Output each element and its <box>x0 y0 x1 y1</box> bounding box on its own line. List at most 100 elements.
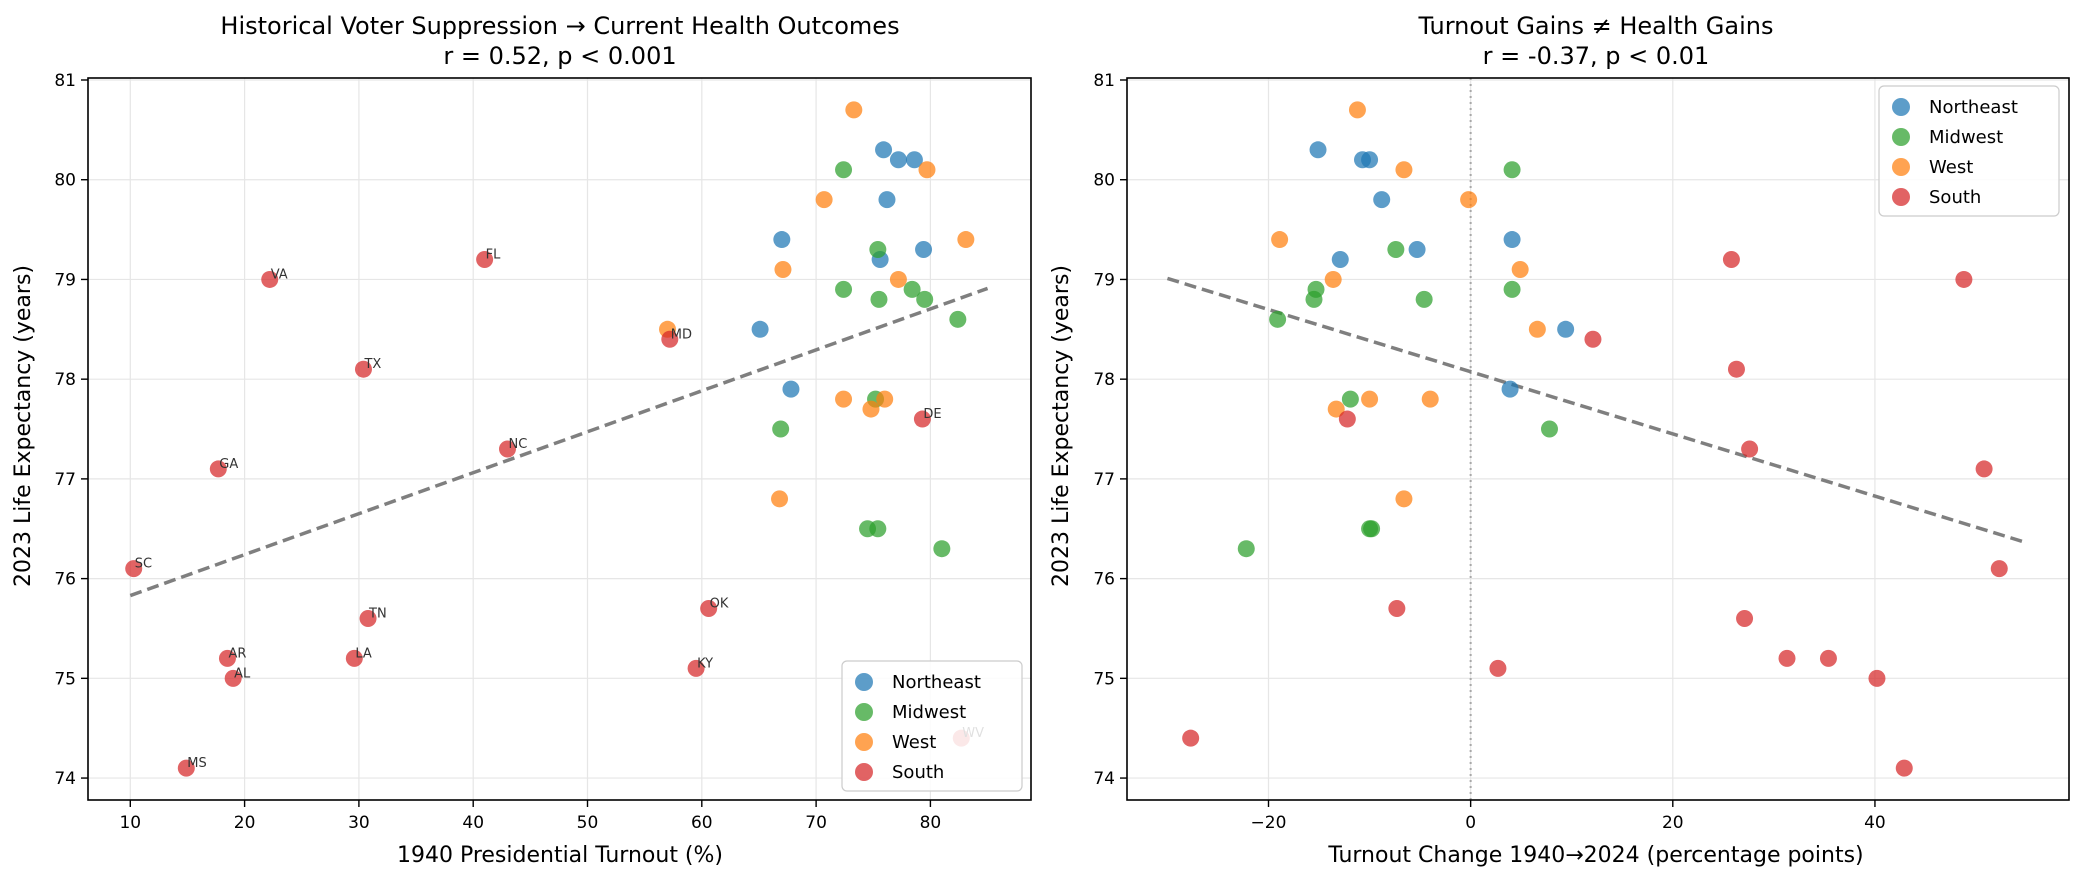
right-y-tick-label: 79 <box>1093 270 1115 290</box>
right-trend-line <box>1166 276 2028 545</box>
left-point-label-ky: KY <box>697 656 713 671</box>
left-chart-title: Historical Voter Suppression → Current H… <box>220 12 899 40</box>
left-point-west <box>862 400 880 418</box>
left-point-label-tn: TN <box>368 607 387 622</box>
right-point-west <box>1324 270 1342 288</box>
left-x-tick-label: 60 <box>691 813 713 833</box>
left-axes-frame <box>87 77 1032 801</box>
left-point-label-sc: SC <box>135 557 152 572</box>
right-legend-label-northeast: Northeast <box>1929 97 2018 118</box>
left-point-midwest <box>916 290 934 308</box>
right-y-tick-label: 80 <box>1093 171 1115 191</box>
left-point-label-md: MD <box>671 327 692 342</box>
left-point-south <box>687 659 705 677</box>
right-legend-box <box>1878 85 2060 217</box>
left-point-midwest <box>933 540 951 558</box>
left-point-south <box>125 560 143 578</box>
right-point-south <box>1990 560 2008 578</box>
left-point-south <box>498 440 516 458</box>
left-point-south <box>209 460 227 478</box>
right-legend-marker-west <box>1892 158 1910 176</box>
right-legend-marker-midwest <box>1892 128 1910 146</box>
right-point-south <box>1741 440 1759 458</box>
left-series-northeast <box>751 141 933 398</box>
left-point-label-ms: MS <box>187 756 206 771</box>
left-y-tick-label: 76 <box>54 570 76 590</box>
right-point-south <box>1722 250 1740 268</box>
right-point-northeast <box>1557 320 1575 338</box>
left-point-south <box>359 610 377 628</box>
right-x-tick-label: 0 <box>1465 813 1476 833</box>
left-y-tick-label: 80 <box>54 171 76 191</box>
left-point-label-la: LA <box>355 646 372 661</box>
right-y-tick-label: 78 <box>1093 370 1115 390</box>
left-point-west <box>835 390 853 408</box>
right-point-midwest <box>1363 520 1381 538</box>
left-point-label-nc: NC <box>508 437 527 452</box>
left-point-northeast <box>878 191 896 209</box>
right-chart-x-axis-label: Turnout Change 1940→2024 (percentage poi… <box>1327 843 1863 868</box>
left-x-tick-label: 80 <box>920 813 942 833</box>
right-legend-label-west: West <box>1929 157 1973 178</box>
right-legend-marker-south <box>1892 188 1910 206</box>
right-point-west <box>1361 390 1379 408</box>
left-legend-label-northeast: Northeast <box>892 672 981 693</box>
left-point-south <box>661 330 679 348</box>
right-point-west <box>1327 400 1345 418</box>
right-point-west <box>1421 390 1439 408</box>
left-chart-subtitle: r = 0.52, p < 0.001 <box>443 42 676 70</box>
right-point-midwest <box>1503 280 1521 298</box>
left-point-label-ok: OK <box>710 597 729 612</box>
left-y-tick-label: 78 <box>54 370 76 390</box>
left-point-northeast <box>773 231 791 249</box>
right-legend-label-south: South <box>1929 187 1981 208</box>
right-point-northeast <box>1331 250 1349 268</box>
left-point-west <box>957 231 975 249</box>
right-point-northeast <box>1501 380 1519 398</box>
left-point-label-fl: FL <box>486 247 501 262</box>
left-point-south <box>218 649 236 667</box>
left-point-west <box>815 191 833 209</box>
right-point-northeast <box>1503 231 1521 249</box>
left-legend-marker-south <box>855 763 873 781</box>
left-point-northeast <box>889 151 907 169</box>
left-y-tick-label: 75 <box>54 669 76 689</box>
right-point-midwest <box>1387 241 1405 259</box>
left-point-west <box>845 101 863 119</box>
right-point-south <box>1778 649 1796 667</box>
right-y-tick-label: 81 <box>1093 71 1115 91</box>
left-point-label-tx: TX <box>363 357 381 372</box>
left-y-tick-label: 79 <box>54 270 76 290</box>
right-y-tick-label: 74 <box>1093 769 1115 789</box>
right-point-south <box>1895 759 1913 777</box>
right-x-tick-label: 20 <box>1662 813 1684 833</box>
left-chart-x-axis-label: 1940 Presidential Turnout (%) <box>397 843 723 868</box>
left-point-midwest <box>903 280 921 298</box>
right-y-tick-label: 77 <box>1093 470 1115 490</box>
right-series-south <box>1182 250 2008 777</box>
left-x-tick-label: 50 <box>577 813 599 833</box>
left-chart-panel: Historical Voter Suppression → Current H… <box>11 12 1032 868</box>
left-y-tick-label: 74 <box>54 769 76 789</box>
left-point-south <box>700 600 718 618</box>
left-point-west <box>889 270 907 288</box>
left-plot-area: FLVAMDTXDENCGASCOKTNARLAKYALWVMS10203040… <box>54 71 1032 833</box>
left-point-south <box>177 759 195 777</box>
right-point-midwest <box>1415 290 1433 308</box>
left-legend-label-south: South <box>892 762 944 783</box>
left-point-northeast <box>915 241 933 259</box>
left-legend-marker-northeast <box>855 673 873 691</box>
left-legend-marker-west <box>855 733 873 751</box>
left-legend-marker-midwest <box>855 703 873 721</box>
left-point-south <box>224 669 242 687</box>
left-point-northeast <box>751 320 769 338</box>
right-legend-label-midwest: Midwest <box>1929 127 2003 148</box>
right-plot-area: −20 0 20 40 74 75 76 77 78 79 80 81 <box>1093 71 2070 833</box>
right-x-tick-label: −20 <box>1251 813 1287 833</box>
right-point-midwest <box>1540 420 1558 438</box>
right-point-west <box>1348 101 1366 119</box>
left-point-west <box>771 490 789 508</box>
left-point-label-de: DE <box>923 407 941 422</box>
left-point-west <box>774 260 792 278</box>
left-point-midwest <box>869 241 887 259</box>
